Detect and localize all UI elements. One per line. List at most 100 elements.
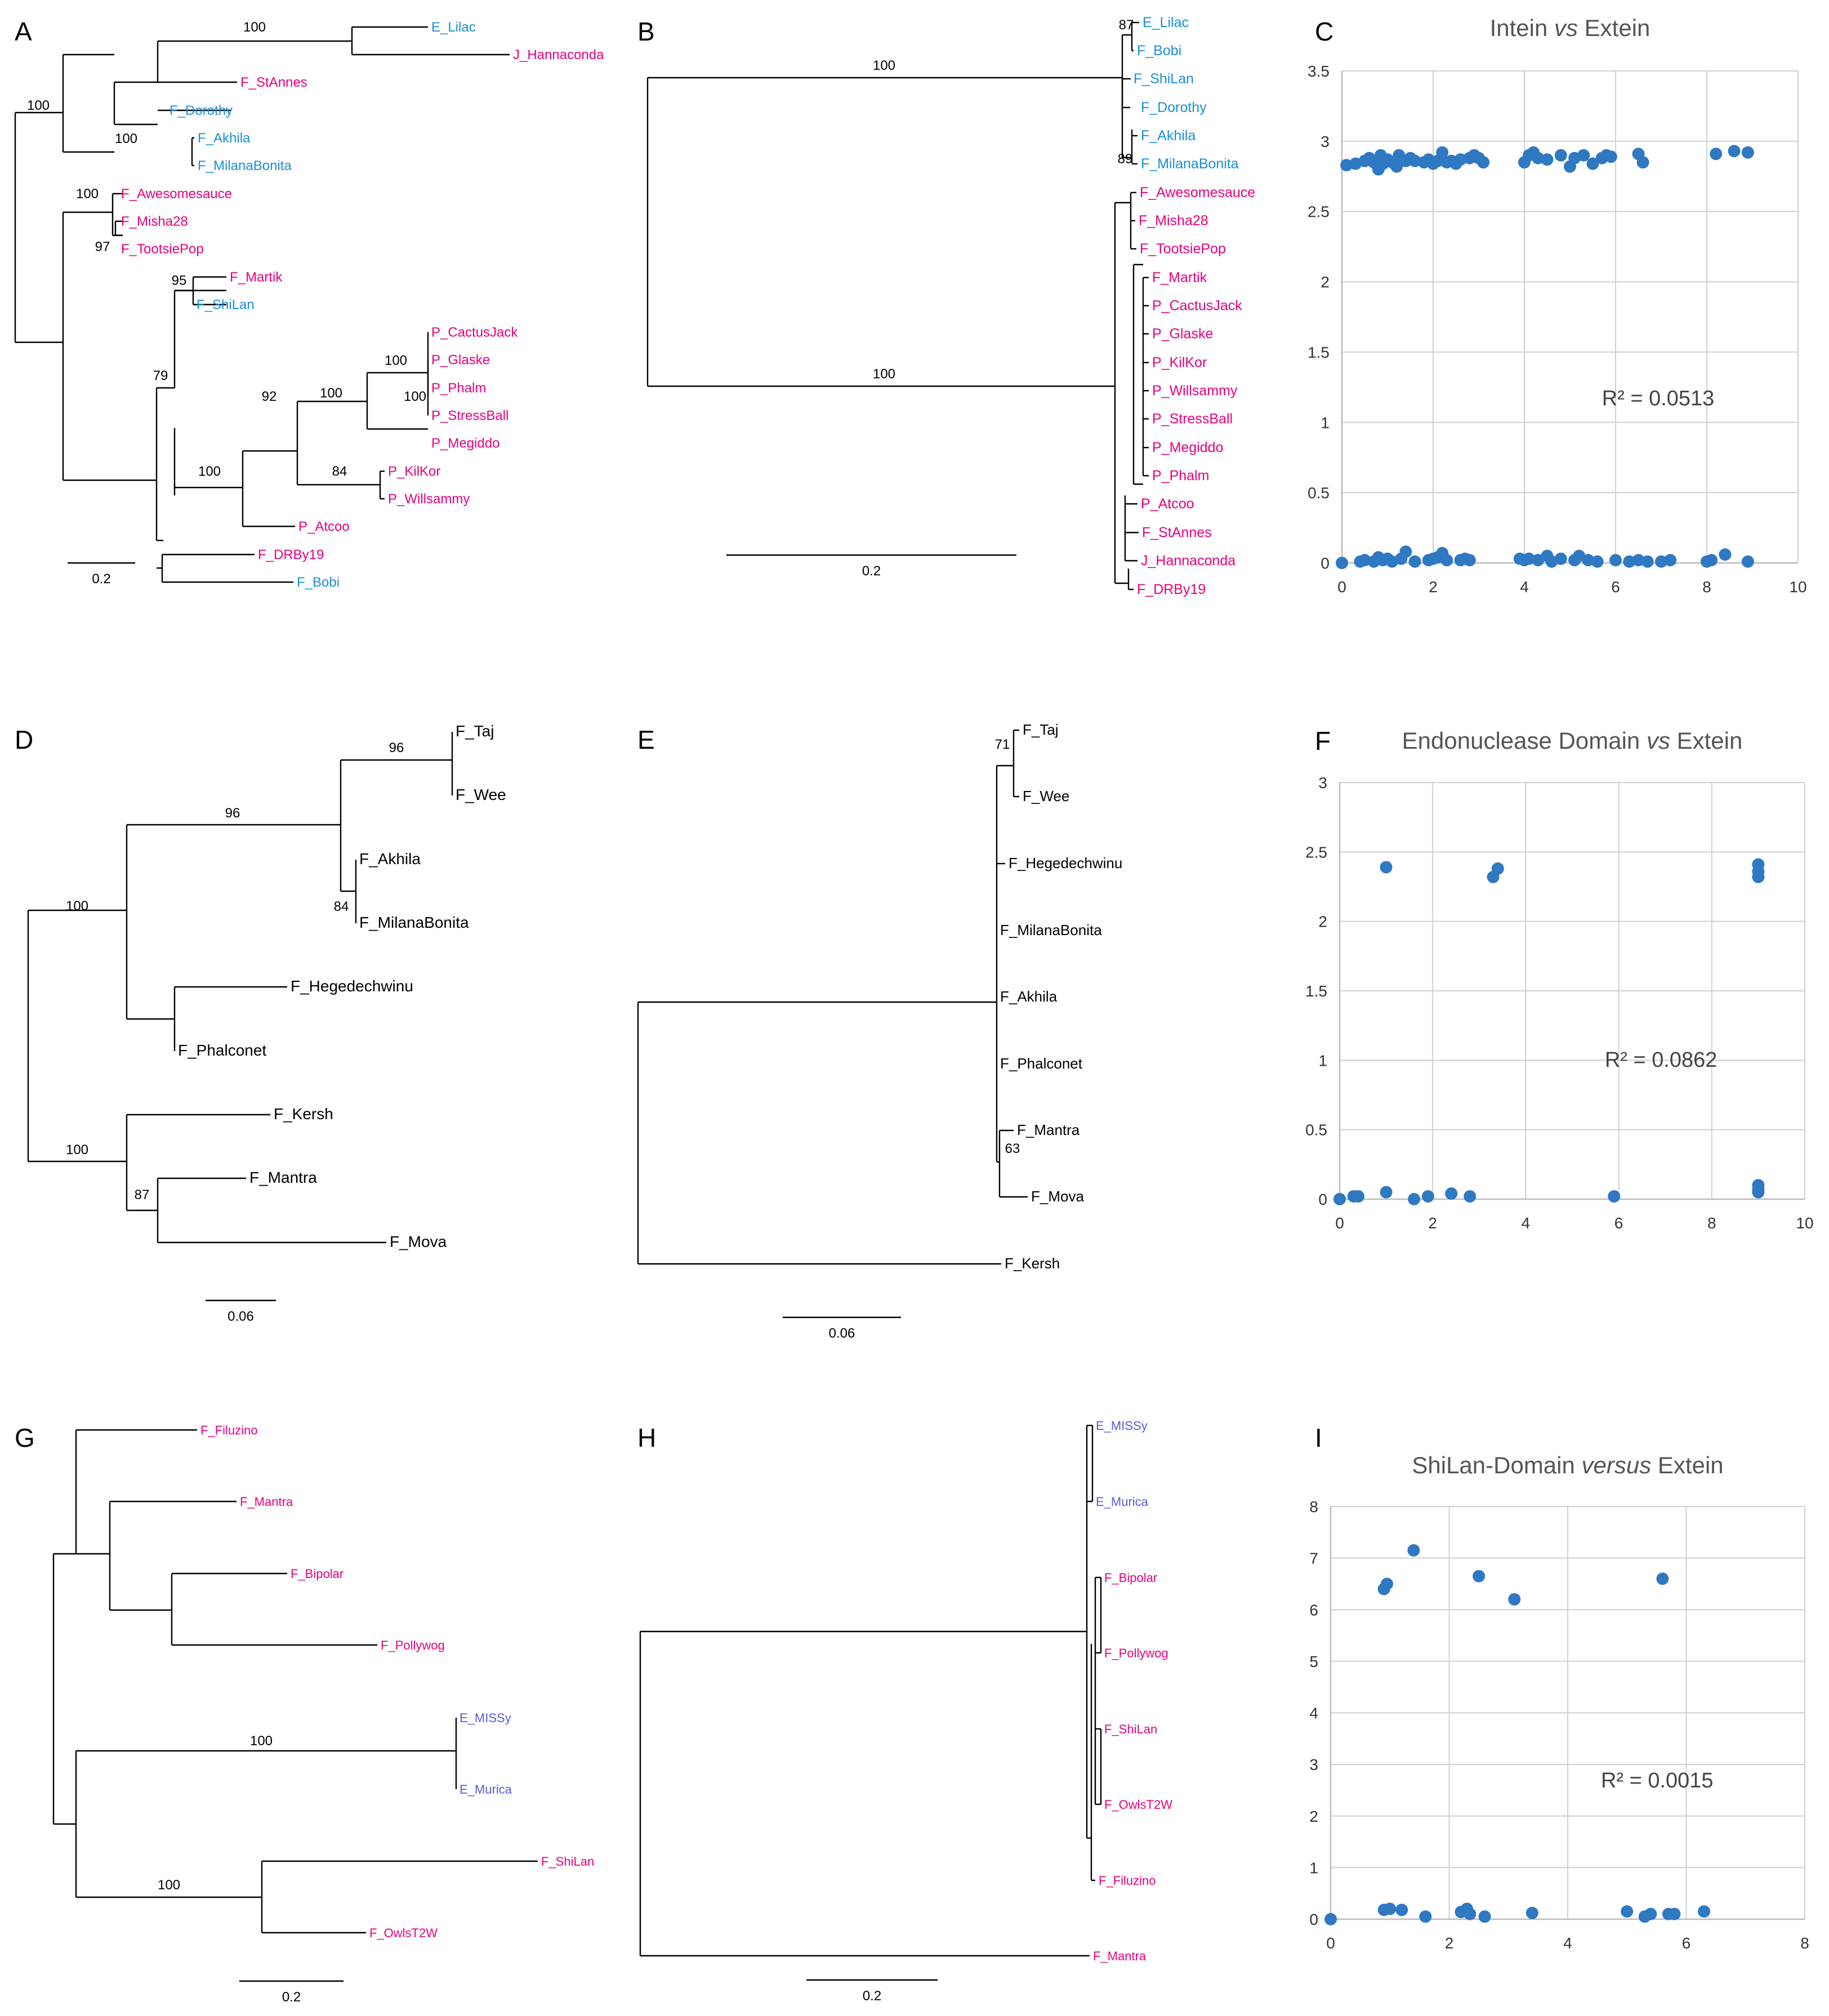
tip-F_Bobi: F_Bobi <box>1137 43 1181 59</box>
y-tick-label: 0.5 <box>1308 484 1330 502</box>
tip-F_MilanaBonita: F_MilanaBonita <box>359 914 469 931</box>
y-tick-label: 1 <box>1309 1859 1318 1876</box>
x-tick-label: 0 <box>1335 1214 1344 1232</box>
tip-F_TootsiePop: F_TootsiePop <box>121 242 204 257</box>
panel-letter-B: B <box>637 17 655 46</box>
x-tick-label: 6 <box>1611 578 1620 596</box>
y-tick-label: 1.5 <box>1305 982 1327 1000</box>
tip-F_Kersh: F_Kersh <box>1005 1255 1060 1272</box>
bootstrap-value: 100 <box>198 464 221 479</box>
tip-P_Atcoo: P_Atcoo <box>298 519 350 534</box>
data-point <box>1554 149 1567 162</box>
chart-title: ShiLan-Domain versus Extein <box>1412 1452 1723 1478</box>
y-tick-label: 3 <box>1321 133 1330 150</box>
data-point <box>1408 154 1421 167</box>
y-tick-label: 2.5 <box>1305 843 1327 861</box>
y-tick-label: 2 <box>1309 1808 1318 1825</box>
y-tick-label: 1.5 <box>1308 343 1330 361</box>
panel-letter-H: H <box>637 1423 656 1452</box>
tip-F_Filuzino: F_Filuzino <box>1099 1874 1156 1888</box>
data-point <box>1336 557 1348 569</box>
tip-J_Hannaconda: J_Hannaconda <box>1141 553 1235 569</box>
tip-F_OwlsT2W: F_OwlsT2W <box>1104 1798 1172 1812</box>
x-tick-label: 0 <box>1337 578 1346 596</box>
bootstrap-value: 92 <box>262 389 277 404</box>
bootstrap-value: 87 <box>1119 17 1134 33</box>
data-point <box>1508 1593 1521 1606</box>
tip-P_Phalm: P_Phalm <box>1152 468 1209 484</box>
bootstrap-value: 87 <box>135 1187 150 1203</box>
tip-F_Bobi: F_Bobi <box>297 575 340 590</box>
data-point <box>1604 150 1617 163</box>
data-point <box>1752 870 1765 883</box>
tip-J_Hannaconda: J_Hannaconda <box>513 47 604 62</box>
tip-F_StAnnes: F_StAnnes <box>240 75 307 90</box>
x-tick-label: 6 <box>1682 1934 1691 1952</box>
tip-F_Wee: F_Wee <box>456 786 506 803</box>
tip-F_Awesomesauce: F_Awesomesauce <box>121 186 232 202</box>
scatter-chart-C: Intein vs Extein 0 0.5 1 1.5 2 2.5 3 3.5 0 2 4 6 8 10 R… <box>1308 15 1807 596</box>
chart-title: Intein vs Extein <box>1490 15 1650 41</box>
data-point <box>1436 146 1449 159</box>
bootstrap-value: 100 <box>66 899 88 914</box>
tip-P_Phalm: P_Phalm <box>431 381 486 396</box>
bootstrap-value: 100 <box>158 1878 180 1893</box>
tip-P_StressBall: P_StressBall <box>431 408 508 423</box>
tip-F_Mantra: F_Mantra <box>1017 1121 1080 1138</box>
data-point <box>1623 555 1636 568</box>
tip-F_DRBy19: F_DRBy19 <box>258 547 324 562</box>
data-point <box>1464 1907 1476 1920</box>
bootstrap-value: 96 <box>225 806 240 821</box>
data-point <box>1477 156 1490 169</box>
data-point <box>1463 554 1476 567</box>
data-point <box>1532 151 1545 164</box>
chart-title: Endonuclease Domain vs Extein <box>1402 727 1743 754</box>
scatter-chart-I: ShiLan-Domain versus Extein 0 1 2 3 4 5 6 7 8 0 2 4 6… <box>1309 1452 1809 1952</box>
tip-F_Mova: F_Mova <box>390 1233 447 1250</box>
x-tick-label: 4 <box>1520 578 1529 596</box>
tip-F_Martik: F_Martik <box>1152 270 1207 285</box>
data-point <box>1741 555 1754 568</box>
y-tick-label: 5 <box>1309 1653 1318 1670</box>
y-tick-label: 1 <box>1321 414 1330 431</box>
tip-F_Misha28: F_Misha28 <box>1139 213 1208 229</box>
tip-F_ShiLan: F_ShiLan <box>541 1854 594 1869</box>
x-tick-label: 2 <box>1445 1934 1454 1952</box>
tip-F_Akhila: F_Akhila <box>198 131 251 146</box>
scale-label: 0.06 <box>227 1309 254 1324</box>
tip-F_Phalconet: F_Phalconet <box>178 1041 266 1059</box>
tip-E_Murica: E_Murica <box>460 1782 512 1796</box>
y-tick-label: 3 <box>1309 1756 1318 1773</box>
data-point <box>1333 1193 1346 1205</box>
data-point <box>1478 1910 1491 1923</box>
tip-E_Murica: E_Murica <box>1096 1495 1149 1509</box>
x-tick-label: 8 <box>1707 1214 1716 1232</box>
tip-E_MISSy: E_MISSy <box>460 1711 511 1725</box>
bootstrap-value: 100 <box>115 131 137 146</box>
x-tick-label: 10 <box>1789 578 1806 596</box>
bootstrap-value: 100 <box>873 366 895 382</box>
data-point <box>1408 1193 1421 1205</box>
tip-P_CactusJack: P_CactusJack <box>1152 298 1242 314</box>
tip-F_Phalconet: F_Phalconet <box>1000 1055 1083 1072</box>
tip-F_MilanaBonita: F_MilanaBonita <box>198 158 292 173</box>
r-squared-label: R² = 0.0015 <box>1601 1769 1714 1793</box>
data-point <box>1752 1186 1765 1199</box>
x-tick-label: 0 <box>1326 1934 1335 1952</box>
data-point <box>1358 554 1371 567</box>
tip-F_Hegedechwinu: F_Hegedechwinu <box>291 977 413 995</box>
tip-F_Dorothy: F_Dorothy <box>1141 100 1207 115</box>
bootstrap-value: 84 <box>334 899 349 914</box>
scale-label: 0.2 <box>282 1990 301 2005</box>
data-point <box>1719 548 1732 561</box>
y-tick-label: 0.5 <box>1305 1121 1327 1139</box>
bootstrap-value: 79 <box>153 368 168 383</box>
scale-label: 0.2 <box>862 564 881 579</box>
bootstrap-value: 97 <box>95 239 110 254</box>
panel-letter-F: F <box>1315 726 1331 756</box>
panel-letter-D: D <box>15 725 33 754</box>
tree-branches <box>14 21 1149 1982</box>
y-tick-label: 3.5 <box>1308 62 1330 80</box>
data-point <box>1408 555 1421 568</box>
